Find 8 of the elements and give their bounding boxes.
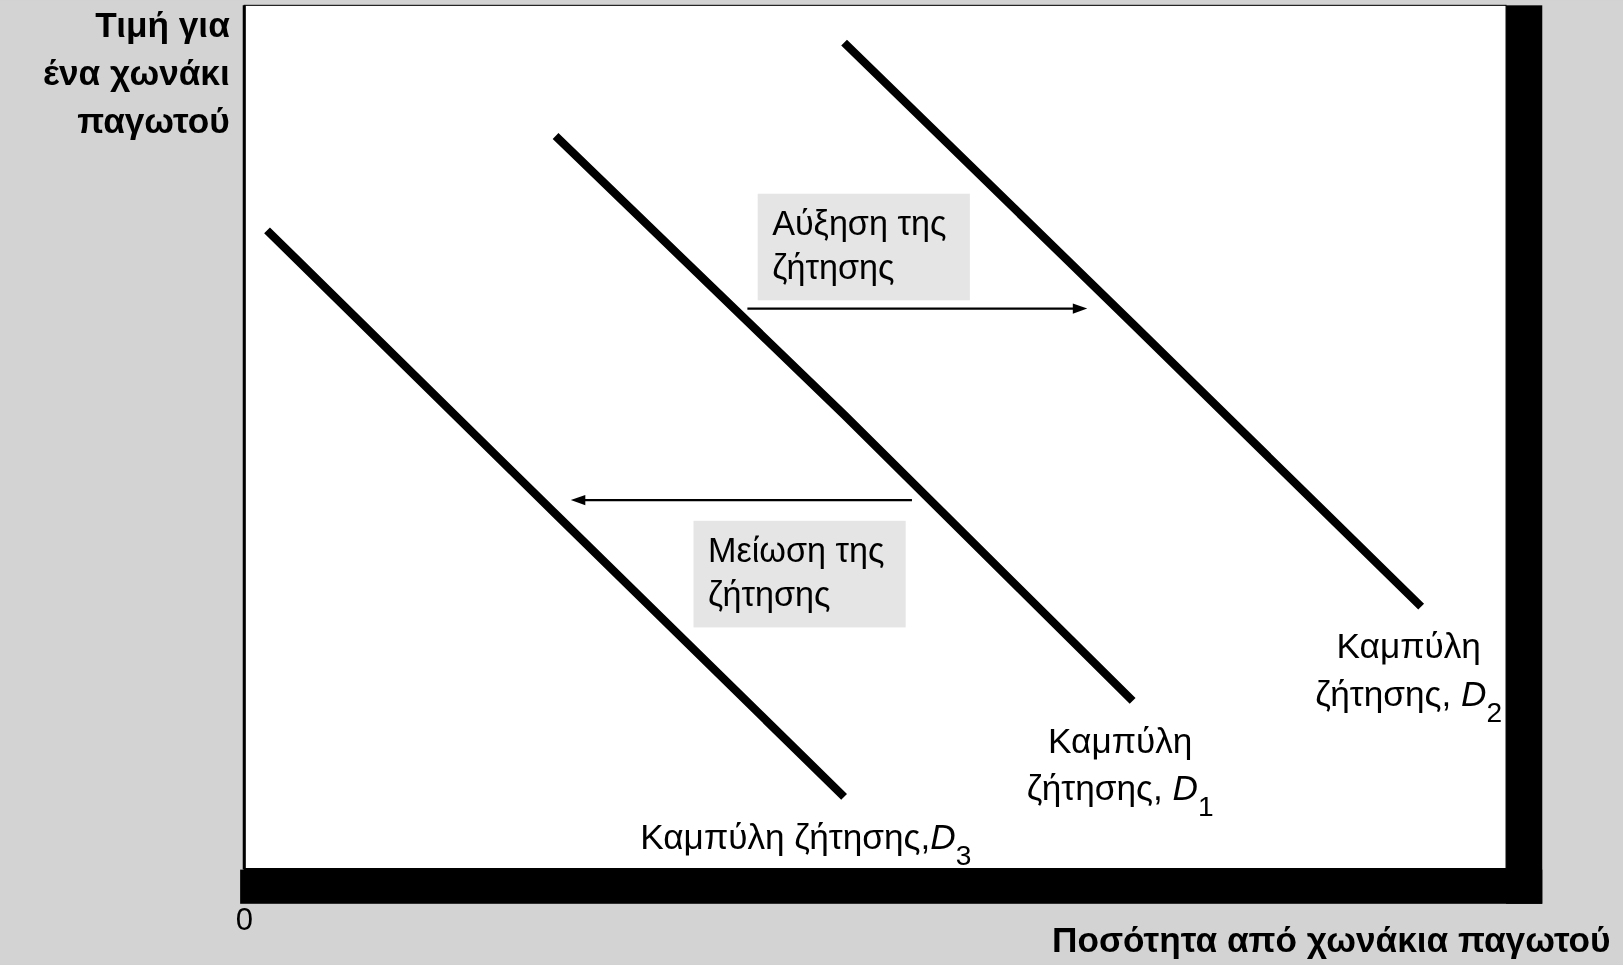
- text: 0: [235, 901, 253, 937]
- x-axis-title: Ποσότητα από χωνάκια παγωτού: [1052, 920, 1611, 960]
- y-axis-title: Τιμή για ένα χωνάκι παγωτού: [43, 5, 231, 140]
- text: Καμπύλη ζήτησης, D$_{2}$: [1315, 626, 1503, 728]
- annotation: Μείωση της ζήτησης: [707, 531, 885, 613]
- text: Καμπύλη ζήτησης, D$_{1}$: [1026, 720, 1214, 822]
- annotation: Αύξηση της ζήτησης: [772, 204, 947, 286]
- series-label: Καμπύλη ζήτησης,D$_{3}$: [640, 816, 972, 871]
